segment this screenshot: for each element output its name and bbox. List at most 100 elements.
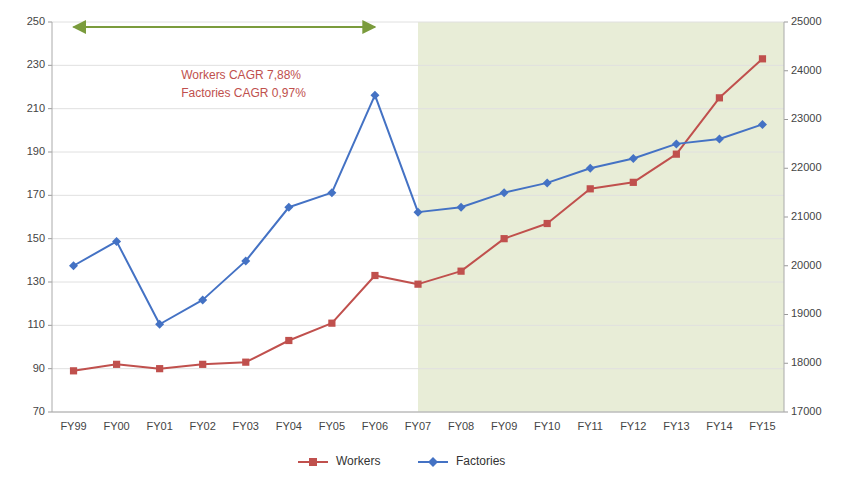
point <box>716 94 723 101</box>
y2-tick <box>784 70 788 71</box>
y2-tick-label: 17000 <box>791 405 822 417</box>
x-tick-label: FY10 <box>534 420 560 432</box>
y-tick <box>48 282 52 283</box>
y-tick <box>48 152 52 153</box>
grid-line <box>52 108 784 109</box>
y-tick-label: 90 <box>33 362 45 374</box>
y-tick-label: 190 <box>27 145 45 157</box>
y2-tick <box>784 363 788 364</box>
point <box>715 135 724 144</box>
y2-tick-label: 20000 <box>791 259 822 271</box>
point <box>112 237 121 246</box>
point <box>285 337 292 344</box>
annotation: Workers CAGR 7,88% <box>181 68 301 82</box>
y-tick-label: 210 <box>27 102 45 114</box>
point <box>759 55 766 62</box>
point <box>328 320 335 327</box>
point <box>113 361 120 368</box>
point <box>414 208 423 217</box>
y-tick-label: 150 <box>27 232 45 244</box>
x-tick-label: FY06 <box>362 420 388 432</box>
point <box>284 203 293 212</box>
chart: 7090110130150170190210230250170001800019… <box>0 0 850 490</box>
legend: WorkersFactories <box>298 454 505 468</box>
x-tick-label: FY13 <box>663 420 689 432</box>
y2-axis-line <box>784 22 785 412</box>
y2-tick <box>784 314 788 315</box>
point <box>198 295 207 304</box>
point <box>457 268 464 275</box>
x-tick-label: FY05 <box>319 420 345 432</box>
y2-tick <box>784 217 788 218</box>
y2-tick <box>784 168 788 169</box>
y-axis-line <box>52 22 53 412</box>
point <box>242 359 249 366</box>
y-tick <box>48 412 52 413</box>
series-line <box>74 95 763 324</box>
legend-label: Factories <box>456 454 505 468</box>
point <box>371 272 378 279</box>
y-tick-label: 130 <box>27 275 45 287</box>
y-tick <box>48 238 52 239</box>
x-tick-label: FY00 <box>103 420 129 432</box>
x-tick-label: FY99 <box>60 420 86 432</box>
point <box>156 365 163 372</box>
x-tick-label: FY15 <box>749 420 775 432</box>
y2-tick <box>784 265 788 266</box>
y2-tick-label: 24000 <box>791 64 822 76</box>
y2-tick-label: 19000 <box>791 307 822 319</box>
y2-tick-label: 21000 <box>791 210 822 222</box>
x-tick-label: FY12 <box>620 420 646 432</box>
x-tick-label: FY03 <box>233 420 259 432</box>
x-tick-label: FY08 <box>448 420 474 432</box>
point <box>370 91 379 100</box>
point <box>500 188 509 197</box>
y2-tick <box>784 412 788 413</box>
grid <box>52 22 784 412</box>
point <box>586 164 595 173</box>
grid-line <box>52 195 784 196</box>
y-tick <box>48 195 52 196</box>
y-tick <box>48 65 52 66</box>
x-axis-line <box>52 412 784 413</box>
point <box>70 367 77 374</box>
y-tick-label: 110 <box>27 318 45 330</box>
grid-line <box>52 22 784 23</box>
span-arrow <box>74 26 375 28</box>
point <box>457 203 466 212</box>
x-tick-label: FY04 <box>276 420 302 432</box>
plot-area <box>69 55 767 374</box>
point <box>327 188 336 197</box>
y-tick-label: 170 <box>27 188 45 200</box>
grid-line <box>52 412 784 413</box>
point <box>199 361 206 368</box>
x-tick-label: FY02 <box>190 420 216 432</box>
legend-marker <box>428 457 438 467</box>
y-tick <box>48 325 52 326</box>
grid-line <box>52 65 784 66</box>
point <box>155 320 164 329</box>
y2-tick-label: 22000 <box>791 161 822 173</box>
point <box>414 281 421 288</box>
grid-line <box>52 238 784 239</box>
x-tick-label: FY07 <box>405 420 431 432</box>
shaded-region <box>418 22 784 412</box>
point <box>241 256 250 265</box>
y-tick-label: 70 <box>33 405 45 417</box>
point <box>587 185 594 192</box>
y-tick-label: 230 <box>27 58 45 70</box>
x-tick-label: FY01 <box>146 420 172 432</box>
y-tick <box>48 108 52 109</box>
y-tick <box>48 22 52 23</box>
point <box>544 220 551 227</box>
point <box>673 151 680 158</box>
point <box>629 154 638 163</box>
y2-tick-label: 18000 <box>791 356 822 368</box>
y2-tick-label: 23000 <box>791 112 822 124</box>
x-tick-label: FY11 <box>577 420 602 432</box>
x-tick-label: FY09 <box>491 420 517 432</box>
series-line <box>74 59 763 371</box>
y-tick <box>48 368 52 369</box>
legend-marker <box>309 458 317 466</box>
y2-tick-label: 25000 <box>791 15 822 27</box>
